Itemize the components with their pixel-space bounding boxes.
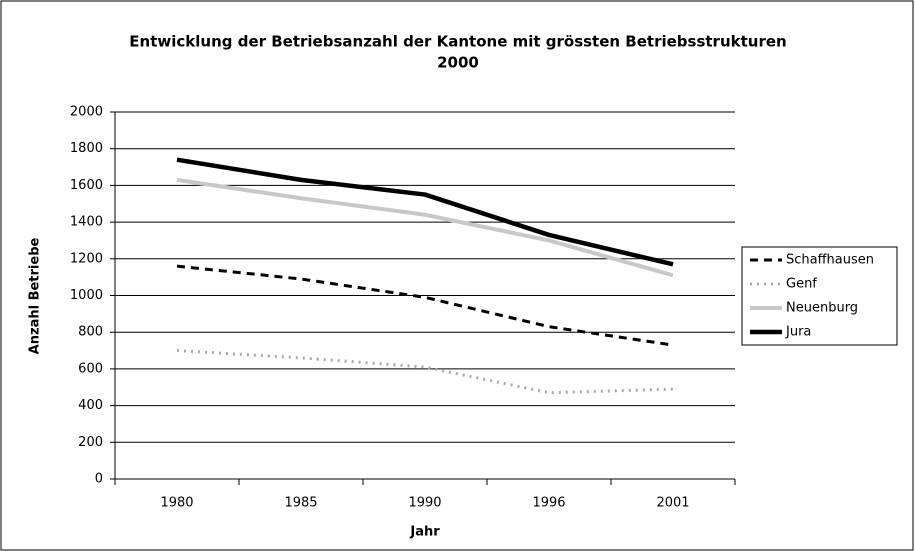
series-line bbox=[176, 157, 674, 267]
y-axis-title: Anzahl Betriebe bbox=[28, 237, 43, 354]
y-tick-label: 1600 bbox=[70, 178, 103, 193]
y-tick-label: 600 bbox=[78, 361, 103, 376]
y-tick-label: 1000 bbox=[70, 288, 103, 303]
chart-subtitle: 2000 bbox=[437, 54, 479, 72]
y-tick-label: 200 bbox=[78, 435, 103, 450]
series-line bbox=[176, 177, 674, 278]
x-tick-label: 2001 bbox=[656, 496, 689, 511]
legend-label: Neuenburg bbox=[786, 301, 858, 316]
legend-label: Schaffhausen bbox=[786, 253, 874, 268]
y-tick-label: 2000 bbox=[70, 105, 103, 120]
y-tick-label: 0 bbox=[95, 472, 103, 487]
x-axis-title: Jahr bbox=[409, 525, 440, 540]
x-tick-label: 1985 bbox=[284, 496, 317, 511]
legend-box bbox=[741, 246, 898, 346]
chart-title: Entwicklung der Betriebsanzahl der Kanto… bbox=[129, 33, 786, 51]
y-tick-label: 800 bbox=[78, 325, 103, 340]
y-tick-label: 1200 bbox=[70, 251, 103, 266]
legend-label: Jura bbox=[785, 325, 811, 340]
legend-label: Genf bbox=[786, 277, 817, 292]
y-tick-label: 1400 bbox=[70, 215, 103, 230]
y-tick-label: 1800 bbox=[70, 141, 103, 156]
x-tick-label: 1990 bbox=[408, 496, 441, 511]
y-tick-label: 400 bbox=[78, 398, 103, 413]
x-tick-label: 1996 bbox=[532, 496, 565, 511]
x-tick-label: 1980 bbox=[160, 496, 193, 511]
